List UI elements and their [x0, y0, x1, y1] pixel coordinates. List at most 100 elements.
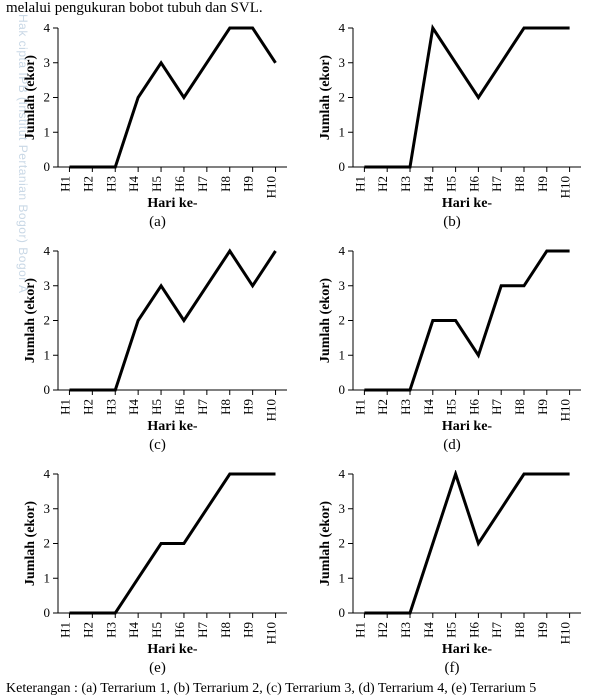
- chart-svg: 01234H1H2H3H4H5H6H7H8H9H10Jumlah (ekor)H…: [24, 470, 291, 657]
- x-tick-label: H3: [398, 399, 413, 415]
- x-tick-label: H7: [489, 399, 504, 415]
- y-tick-label: 3: [44, 278, 51, 293]
- y-tick-label: 1: [44, 347, 51, 362]
- panel-sublabel: (f): [319, 660, 585, 677]
- x-tick-label: H10: [264, 399, 279, 421]
- chart-panel-e: 01234H1H2H3H4H5H6H7H8H9H10Jumlah (ekor)H…: [24, 470, 291, 675]
- y-tick-label: 0: [44, 382, 51, 397]
- x-tick-label: H4: [421, 399, 436, 415]
- x-tick-label: H1: [57, 399, 72, 415]
- data-line: [70, 474, 276, 613]
- x-tick-label: H2: [375, 176, 390, 192]
- panel-sublabel: (c): [24, 437, 291, 454]
- x-tick-label: H10: [558, 176, 573, 198]
- data-line: [70, 28, 276, 167]
- y-tick-label: 0: [44, 159, 51, 174]
- data-line: [364, 474, 569, 613]
- y-tick-label: 1: [44, 570, 51, 585]
- x-tick-label: H9: [535, 399, 550, 415]
- y-tick-label: 1: [44, 124, 51, 139]
- y-tick-label: 0: [339, 382, 346, 397]
- chart-svg: 01234H1H2H3H4H5H6H7H8H9H10Jumlah (ekor)H…: [24, 247, 291, 434]
- axis-lines: [353, 28, 581, 167]
- panel-sublabel: (d): [319, 437, 585, 454]
- chart-panel-c: 01234H1H2H3H4H5H6H7H8H9H10Jumlah (ekor)H…: [24, 247, 291, 452]
- y-tick-label: 4: [44, 24, 51, 35]
- x-tick-label: H6: [466, 399, 481, 415]
- axis-lines: [353, 474, 581, 613]
- x-tick-label: H5: [149, 176, 164, 192]
- charts-grid: 01234H1H2H3H4H5H6H7H8H9H10Jumlah (ekor)H…: [24, 24, 585, 675]
- chart-svg: 01234H1H2H3H4H5H6H7H8H9H10Jumlah (ekor)H…: [319, 470, 585, 657]
- x-tick-label: H5: [444, 399, 459, 415]
- chart-svg: 01234H1H2H3H4H5H6H7H8H9H10Jumlah (ekor)H…: [319, 247, 585, 434]
- y-tick-label: 3: [339, 278, 346, 293]
- y-tick-label: 4: [339, 470, 346, 481]
- data-line: [364, 28, 569, 167]
- y-tick-label: 3: [339, 55, 346, 70]
- chart-svg: 01234H1H2H3H4H5H6H7H8H9H10Jumlah (ekor)H…: [24, 24, 291, 211]
- x-tick-label: H6: [172, 399, 187, 415]
- x-tick-label: H2: [80, 399, 95, 415]
- x-axis-label: Hari ke-: [442, 419, 492, 434]
- x-tick-label: H4: [421, 622, 436, 638]
- x-tick-label: H10: [558, 622, 573, 644]
- y-tick-label: 4: [339, 247, 346, 258]
- y-axis-label: Jumlah (ekor): [319, 278, 333, 364]
- y-tick-label: 2: [44, 90, 51, 105]
- x-tick-label: H1: [57, 622, 72, 638]
- y-tick-label: 2: [339, 90, 346, 105]
- chart-panel-a: 01234H1H2H3H4H5H6H7H8H9H10Jumlah (ekor)H…: [24, 24, 291, 229]
- x-axis-label: Hari ke-: [442, 642, 492, 657]
- x-tick-label: H6: [172, 622, 187, 638]
- x-tick-label: H10: [558, 399, 573, 421]
- y-axis-label: Jumlah (ekor): [24, 278, 38, 364]
- x-tick-label: H10: [264, 622, 279, 644]
- panel-sublabel: (b): [319, 214, 585, 231]
- chart-svg: 01234H1H2H3H4H5H6H7H8H9H10Jumlah (ekor)H…: [319, 24, 585, 211]
- x-tick-label: H9: [535, 622, 550, 638]
- x-tick-label: H7: [489, 176, 504, 192]
- x-tick-label: H9: [535, 176, 550, 192]
- x-tick-label: H4: [126, 399, 141, 415]
- y-tick-label: 3: [44, 501, 51, 516]
- x-tick-label: H4: [126, 622, 141, 638]
- x-tick-label: H7: [195, 399, 210, 415]
- x-tick-label: H3: [398, 622, 413, 638]
- x-tick-label: H8: [218, 622, 233, 638]
- x-tick-label: H7: [195, 622, 210, 638]
- panel-sublabel: (e): [24, 660, 291, 677]
- y-tick-label: 0: [339, 605, 346, 620]
- x-tick-label: H9: [241, 399, 256, 415]
- y-tick-label: 1: [339, 570, 346, 585]
- y-tick-label: 3: [339, 501, 346, 516]
- y-tick-label: 3: [44, 55, 51, 70]
- x-tick-label: H1: [352, 399, 367, 415]
- x-tick-label: H7: [195, 176, 210, 192]
- y-tick-label: 4: [339, 24, 346, 35]
- x-tick-label: H8: [512, 399, 527, 415]
- chart-panel-f: 01234H1H2H3H4H5H6H7H8H9H10Jumlah (ekor)H…: [319, 470, 585, 675]
- caption-text: Keterangan : (a) Terrarium 1, (b) Terrar…: [6, 681, 593, 697]
- x-tick-label: H8: [512, 622, 527, 638]
- x-tick-label: H9: [241, 622, 256, 638]
- y-axis-label: Jumlah (ekor): [24, 501, 38, 587]
- x-axis-label: Hari ke-: [147, 196, 197, 211]
- y-tick-label: 2: [44, 313, 51, 328]
- x-axis-label: Hari ke-: [147, 419, 197, 434]
- x-tick-label: H3: [103, 622, 118, 638]
- x-tick-label: H4: [421, 176, 436, 192]
- x-tick-label: H2: [80, 622, 95, 638]
- x-tick-label: H1: [352, 622, 367, 638]
- x-tick-label: H1: [57, 176, 72, 192]
- x-axis-label: Hari ke-: [147, 642, 197, 657]
- chart-panel-b: 01234H1H2H3H4H5H6H7H8H9H10Jumlah (ekor)H…: [319, 24, 585, 229]
- axis-lines: [353, 251, 581, 390]
- data-line: [70, 251, 276, 390]
- x-tick-label: H3: [103, 399, 118, 415]
- x-tick-label: H5: [149, 622, 164, 638]
- x-axis-label: Hari ke-: [442, 196, 492, 211]
- x-tick-label: H3: [398, 176, 413, 192]
- x-tick-label: H5: [444, 176, 459, 192]
- x-tick-label: H6: [466, 176, 481, 192]
